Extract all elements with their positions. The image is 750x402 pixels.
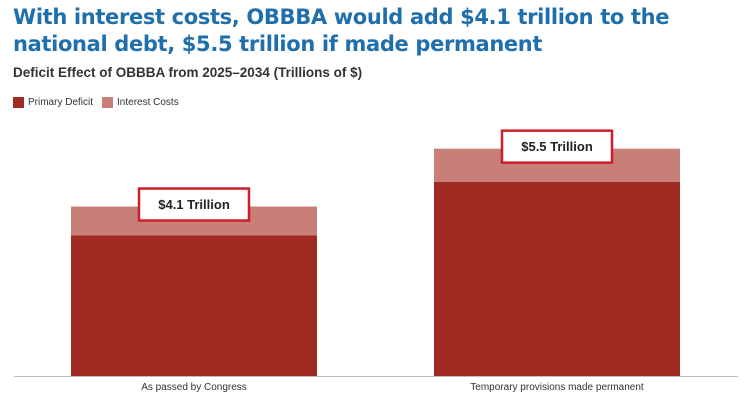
total-callout-label-2: $5.5 Trillion <box>521 139 593 154</box>
x-tick-label-1: As passed by Congress <box>141 382 247 393</box>
chart-headline: With interest costs, OBBBA would add $4.… <box>13 5 670 56</box>
legend-item-primary-deficit: Primary Deficit <box>13 97 93 108</box>
chart-legend: Primary Deficit Interest Costs <box>13 97 188 108</box>
total-callout-box-1 <box>137 187 251 222</box>
legend-item-interest-costs: Interest Costs <box>102 97 179 108</box>
bar-segment-primary-deficit-1 <box>71 235 317 376</box>
chart-subtitle: Deficit Effect of OBBBA from 2025–2034 (… <box>13 65 363 80</box>
x-tick-label-2: Temporary provisions made permanent <box>470 382 644 393</box>
bar-segment-primary-deficit-2 <box>434 181 680 376</box>
total-callout-label-1: $4.1 Trillion <box>158 197 230 212</box>
total-callout-box-2 <box>500 129 614 164</box>
legend-label-primary-deficit: Primary Deficit <box>28 97 94 108</box>
legend-label-interest-costs: Interest Costs <box>117 97 179 108</box>
legend-swatch-interest-costs <box>102 97 114 108</box>
legend-swatch-primary-deficit <box>13 97 24 108</box>
